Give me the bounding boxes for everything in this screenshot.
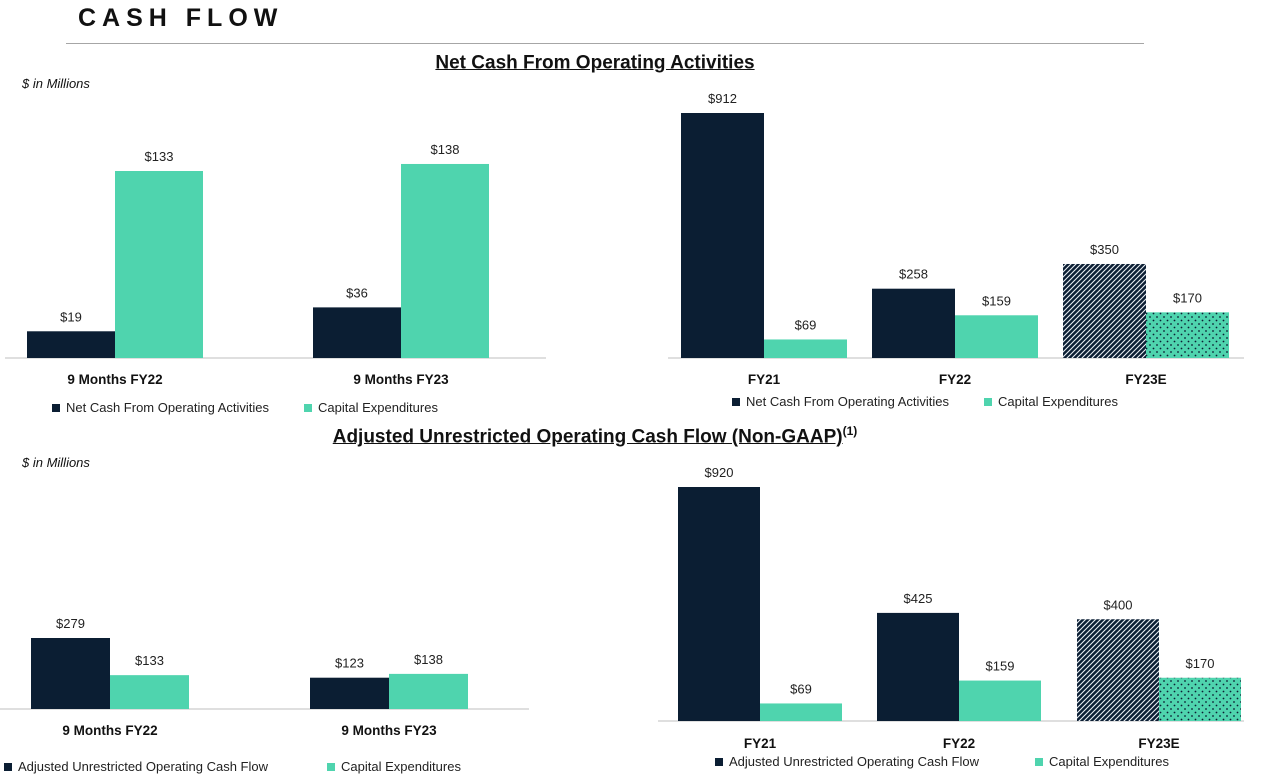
- units-label: $ in Millions: [22, 455, 90, 470]
- bar: [389, 673, 468, 709]
- bar: [959, 680, 1041, 721]
- bar: [1159, 677, 1241, 721]
- x-tick-label: FY23E: [1125, 372, 1166, 387]
- bar: [1146, 312, 1229, 358]
- x-tick-label: FY22: [943, 736, 975, 751]
- bar: [764, 339, 847, 358]
- page-title: CASH FLOW: [78, 4, 284, 32]
- data-label: $170: [1186, 656, 1215, 671]
- data-label: $400: [1104, 597, 1133, 612]
- data-label: $138: [431, 142, 460, 157]
- bar: [872, 288, 955, 358]
- legend-label: Net Cash From Operating Activities: [66, 400, 270, 415]
- bar: [31, 638, 110, 709]
- legend-swatch: [732, 398, 740, 406]
- legend-label: Net Cash From Operating Activities: [746, 394, 950, 409]
- legend-swatch: [327, 763, 335, 771]
- x-tick-label: 9 Months FY22: [62, 723, 157, 738]
- data-label: $69: [790, 681, 812, 696]
- data-label: $133: [145, 149, 174, 164]
- data-label: $19: [60, 309, 82, 324]
- section-title-operating: Net Cash From Operating Activities: [0, 50, 1190, 74]
- x-tick-label: 9 Months FY22: [67, 372, 162, 387]
- title-divider: [66, 43, 1144, 44]
- legend-label: Capital Expenditures: [998, 394, 1118, 409]
- data-label: $912: [708, 91, 737, 106]
- x-tick-label: FY23E: [1138, 736, 1179, 751]
- units-label: $ in Millions: [22, 76, 90, 91]
- data-label: $258: [899, 267, 928, 282]
- x-tick-label: 9 Months FY23: [341, 723, 437, 738]
- data-label: $133: [135, 653, 164, 668]
- legend-swatch: [4, 763, 12, 771]
- bar: [1077, 619, 1159, 721]
- legend-swatch: [984, 398, 992, 406]
- bar: [401, 163, 489, 358]
- legend-label: Capital Expenditures: [1049, 754, 1169, 769]
- legend-label: Adjusted Unrestricted Operating Cash Flo…: [18, 759, 269, 774]
- bar: [681, 113, 764, 358]
- legend-swatch: [715, 758, 723, 766]
- data-label: $69: [795, 317, 817, 332]
- legend-swatch: [304, 404, 312, 412]
- bar: [110, 675, 189, 709]
- legend-label: Capital Expenditures: [341, 759, 461, 774]
- data-label: $123: [335, 656, 364, 671]
- bar: [27, 331, 115, 358]
- data-label: $159: [986, 659, 1015, 674]
- x-tick-label: FY22: [939, 372, 971, 387]
- bar: [760, 703, 842, 721]
- bar: [955, 315, 1038, 358]
- data-label: $36: [346, 285, 368, 300]
- legend-label: Capital Expenditures: [318, 400, 438, 415]
- data-label: $159: [982, 293, 1011, 308]
- bar: [1063, 263, 1146, 358]
- data-label: $170: [1173, 290, 1202, 305]
- section-footnote-marker: (1): [842, 424, 858, 438]
- section-title-text: Net Cash From Operating Activities: [435, 52, 755, 74]
- x-tick-label: FY21: [744, 736, 777, 751]
- section-title-text: Adjusted Unrestricted Operating Cash Flo…: [332, 426, 843, 448]
- data-label: $425: [904, 591, 933, 606]
- section-title-adjusted: Adjusted Unrestricted Operating Cash Flo…: [0, 424, 1190, 448]
- legend-label: Adjusted Unrestricted Operating Cash Flo…: [729, 754, 980, 769]
- legend-swatch: [52, 404, 60, 412]
- x-tick-label: 9 Months FY23: [353, 372, 449, 387]
- bar: [115, 171, 203, 358]
- data-label: $350: [1090, 242, 1119, 257]
- bar: [877, 612, 959, 721]
- data-label: $279: [56, 616, 85, 631]
- bar: [313, 307, 401, 358]
- legend-swatch: [1035, 758, 1043, 766]
- bar: [678, 487, 760, 721]
- bar: [310, 677, 389, 709]
- data-label: $138: [414, 652, 443, 667]
- data-label: $920: [705, 465, 734, 480]
- x-tick-label: FY21: [748, 372, 781, 387]
